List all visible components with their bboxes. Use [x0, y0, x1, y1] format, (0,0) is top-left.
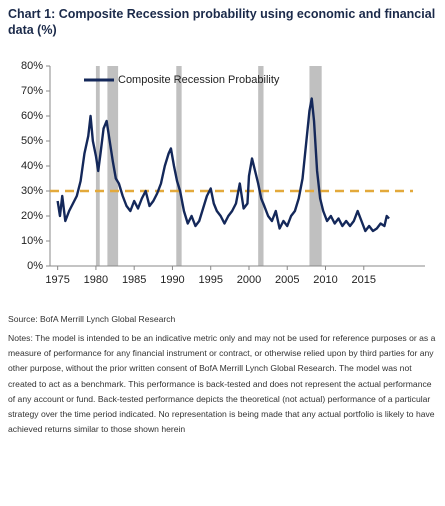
x-tick-label: 2005: [275, 274, 299, 286]
recession-band: [309, 66, 322, 266]
x-tick-label: 1985: [122, 274, 146, 286]
y-tick-label: 80%: [21, 60, 43, 72]
x-tick-label: 2010: [313, 274, 337, 286]
y-tick-label: 70%: [21, 85, 43, 97]
x-tick-label: 1990: [160, 274, 184, 286]
chart: 0% 10% 20% 30% 40% 50% 60% 70% 80% 1975 1980 1985 19…: [21, 60, 425, 286]
notes: Notes: The model is intended to be an in…: [8, 333, 436, 435]
chart-title: Chart 1: Composite Recession probability…: [8, 7, 436, 37]
y-tick-label: 40%: [21, 160, 43, 172]
x-tick-label: 1975: [45, 274, 69, 286]
source: Source: BofA Merrill Lynch Global Resear…: [8, 314, 176, 324]
y-tick-label: 50%: [21, 135, 43, 147]
legend-label: Composite Recession Probability: [118, 74, 280, 86]
recession-band: [258, 66, 264, 266]
x-tick-label: 1980: [84, 274, 108, 286]
x-tick-label: 2015: [352, 274, 376, 286]
y-tick-label: 60%: [21, 110, 43, 122]
x-tick-label: 2000: [237, 274, 261, 286]
y-tick-label: 20%: [21, 210, 43, 222]
y-tick-label: 10%: [21, 235, 43, 247]
y-tick-label: 0%: [27, 260, 43, 272]
series-line: [56, 97, 390, 233]
recession-band: [176, 66, 182, 266]
y-tick-label: 30%: [21, 185, 43, 197]
x-tick-label: 1995: [198, 274, 222, 286]
